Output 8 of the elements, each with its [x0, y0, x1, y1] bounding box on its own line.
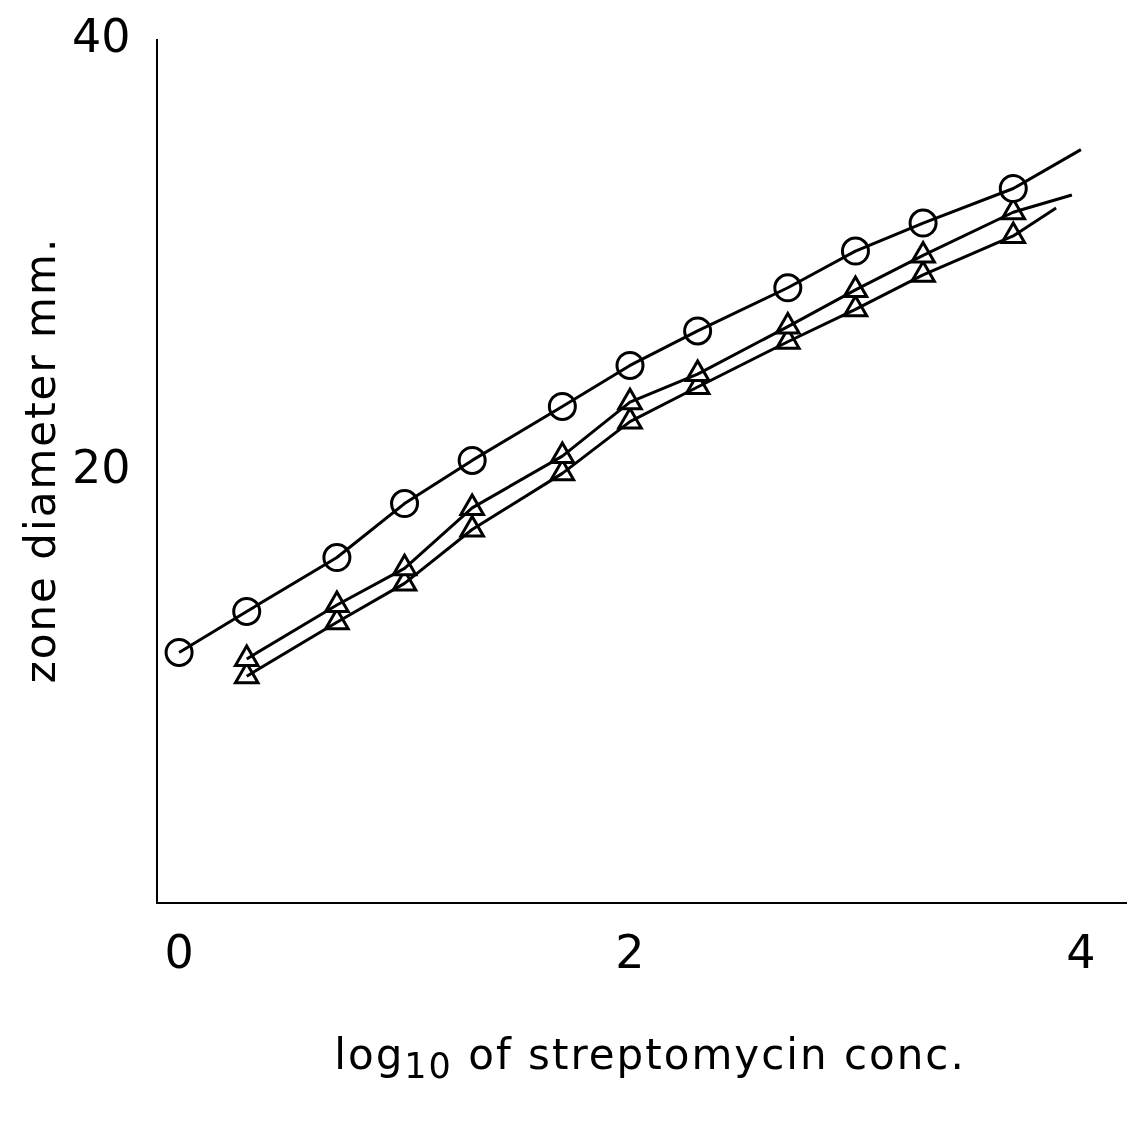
x-tick-label: 4 [1066, 925, 1096, 980]
y-axis-title: zone diameter mm. [15, 236, 65, 684]
x-tick-label: 0 [164, 925, 194, 980]
x-axis-title: log$_{10}$ of streptomycin conc. [333, 1030, 967, 1087]
point [233, 644, 260, 667]
y-tick-label: 20 [71, 440, 131, 495]
x-tick-label: 2 [615, 925, 645, 980]
y-tick-label: 40 [71, 8, 131, 63]
